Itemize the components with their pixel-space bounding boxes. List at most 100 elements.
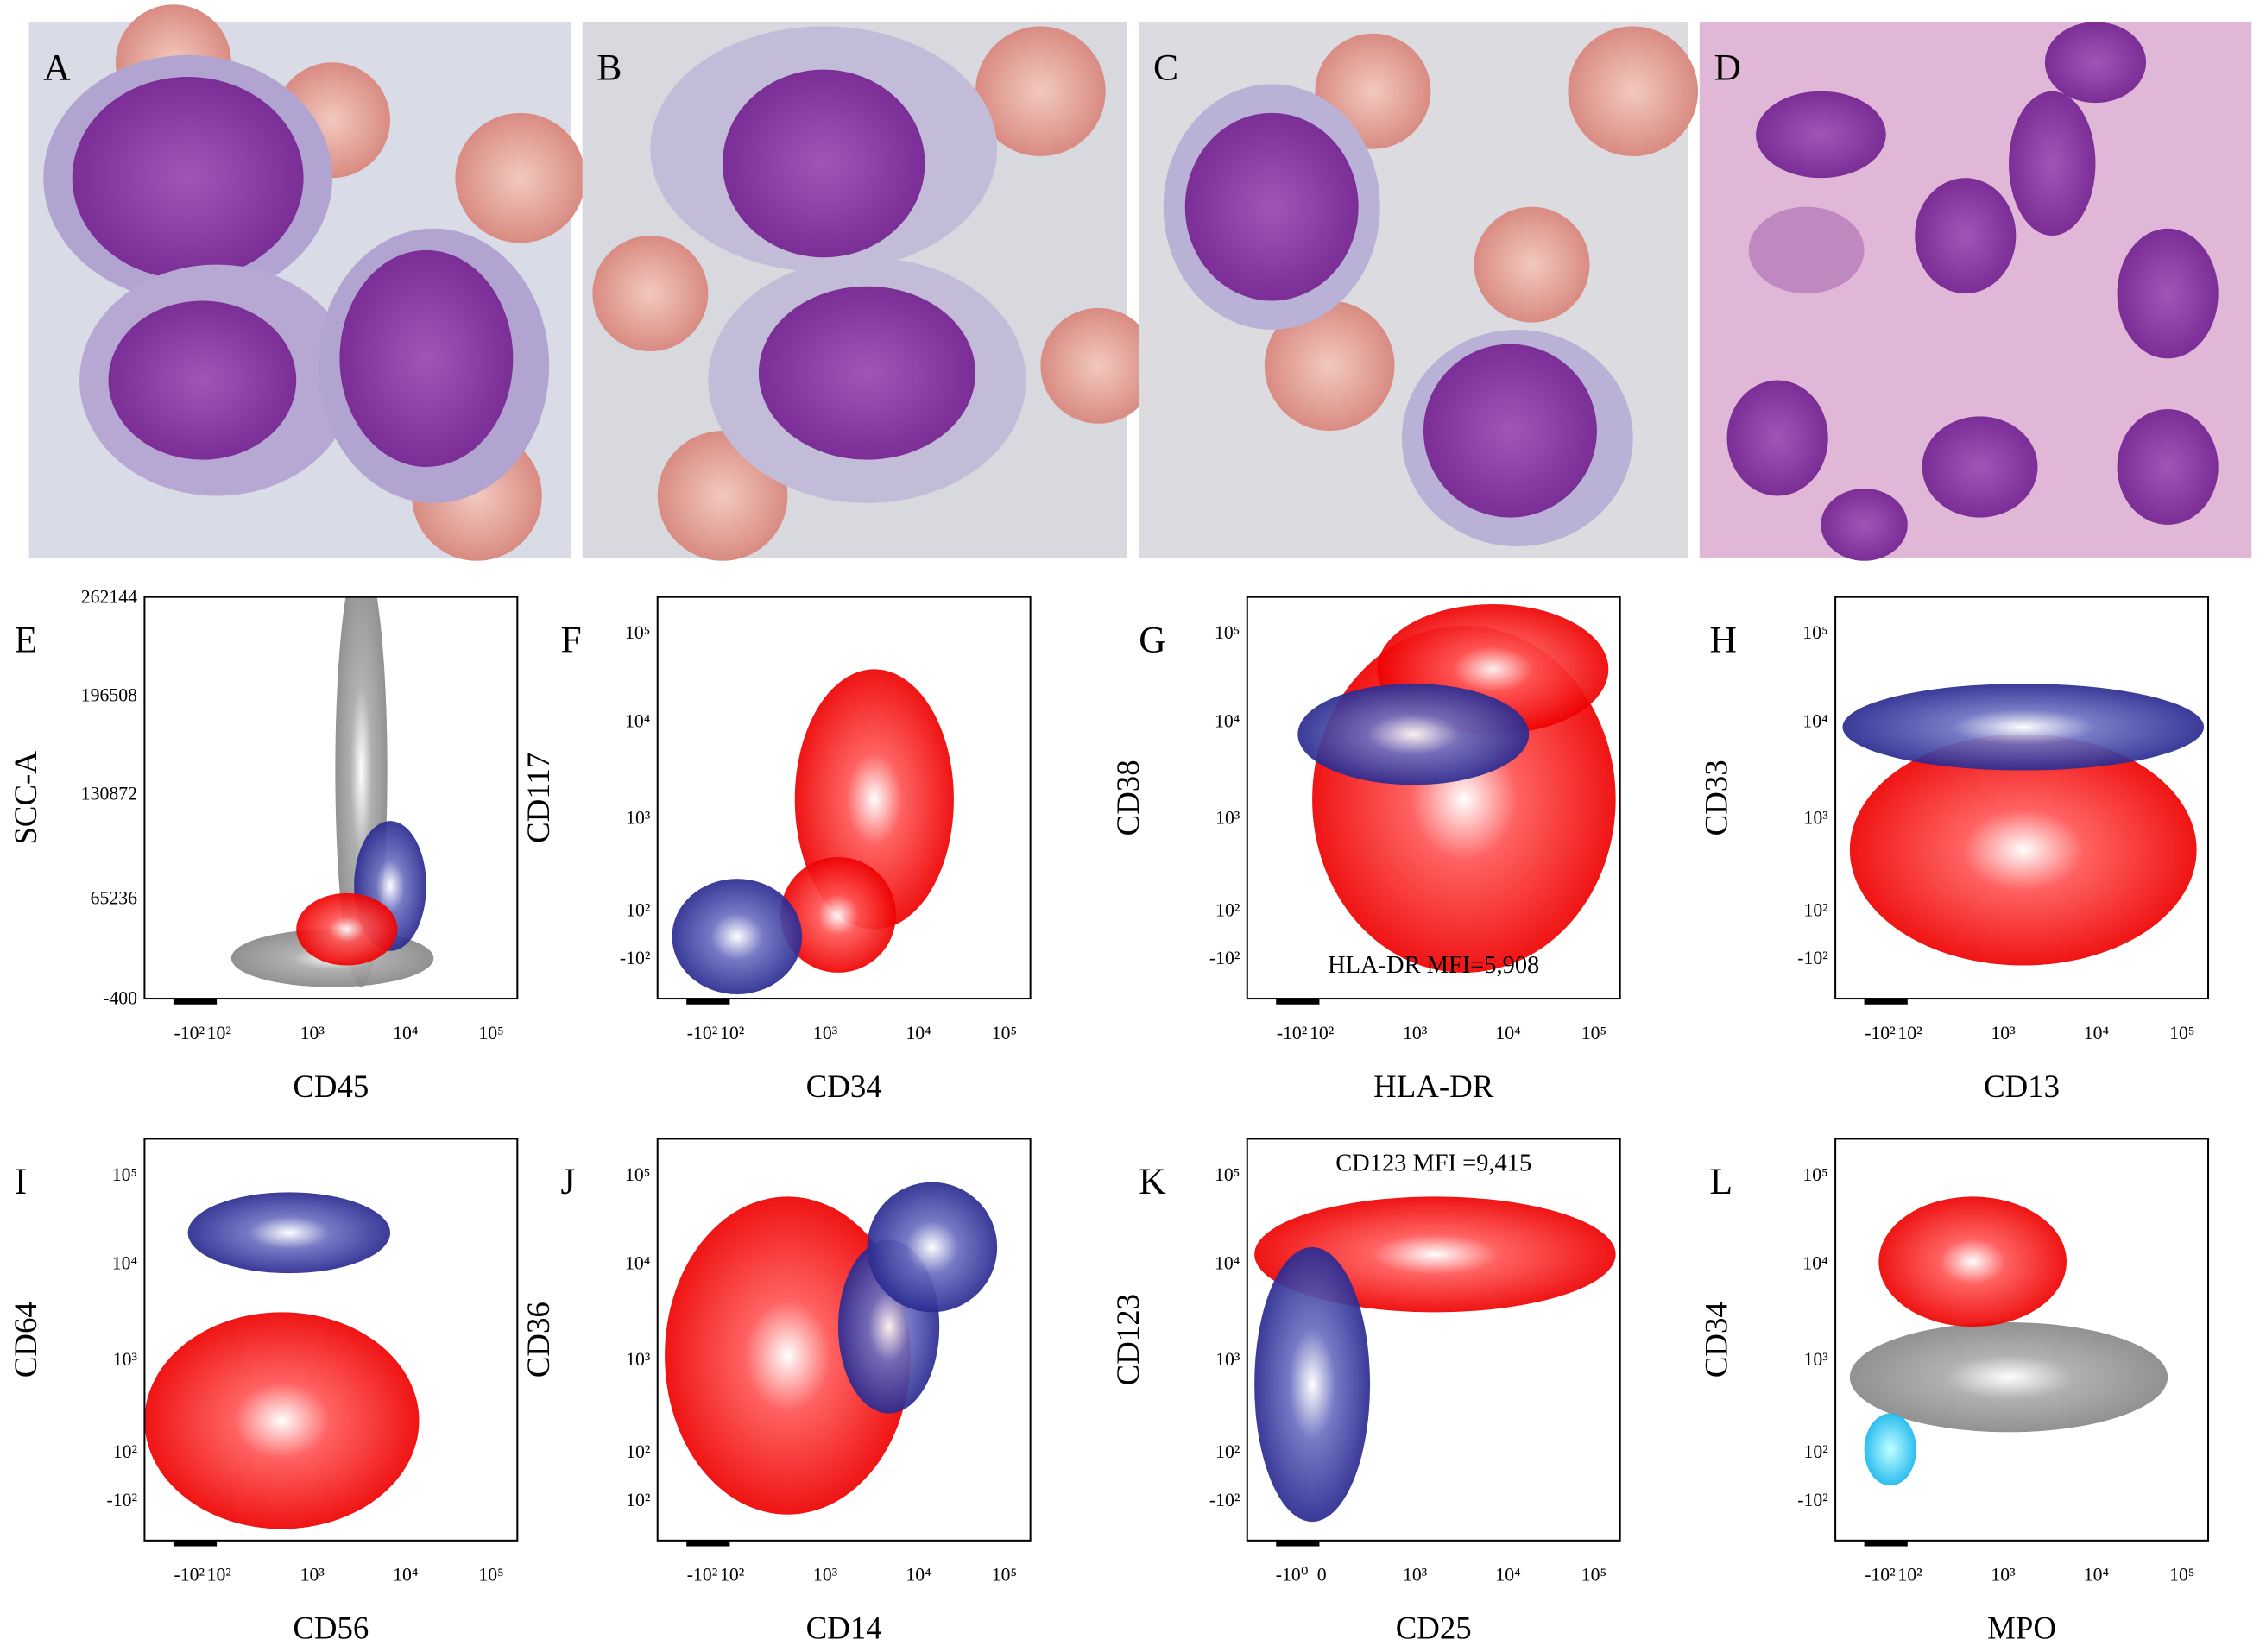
micrograph-a bbox=[28, 4, 586, 561]
panel-letter: B bbox=[596, 47, 622, 88]
x-axis-label: CD14 bbox=[806, 1611, 882, 1646]
x-tick-label: 10³ bbox=[300, 1023, 325, 1044]
y-axis-label: CD64 bbox=[8, 1302, 43, 1378]
y-tick-label: 10³ bbox=[1803, 1349, 1828, 1370]
y-tick-label: 10² bbox=[1215, 899, 1240, 920]
plot-frame bbox=[656, 596, 1032, 1000]
plot-frame bbox=[1834, 596, 2210, 1000]
x-axis-label: CD45 bbox=[293, 1069, 369, 1104]
y-tick-label: -10² bbox=[1209, 1490, 1240, 1510]
y-tick-label: 130872 bbox=[81, 783, 137, 804]
panel-letter: D bbox=[1714, 47, 1740, 88]
x-axis-label: CD25 bbox=[1396, 1611, 1472, 1646]
y-tick-label: 10³ bbox=[1803, 807, 1828, 828]
event-cloud bbox=[1849, 1322, 2168, 1433]
y-tick-label: 10³ bbox=[626, 807, 651, 828]
y-axis-label: CD38 bbox=[1110, 760, 1146, 835]
micrograph-c bbox=[1139, 22, 1699, 558]
y-tick-label: 10⁵ bbox=[1215, 1164, 1240, 1185]
x-tick-label: 10³ bbox=[1403, 1565, 1428, 1586]
event-cloud bbox=[780, 856, 896, 973]
x-tick-label: 10⁴ bbox=[393, 1023, 418, 1044]
x-axis-label: HLA-DR bbox=[1373, 1069, 1494, 1104]
events bbox=[1842, 684, 2205, 966]
x-tick-label: 10² bbox=[207, 1023, 232, 1044]
y-tick-label: 10⁴ bbox=[1802, 1252, 1827, 1273]
x-tick-label: 10⁵ bbox=[2169, 1023, 2194, 1044]
plot-frame bbox=[1246, 1138, 1621, 1542]
y-tick-label: -10² bbox=[620, 948, 651, 968]
events bbox=[1254, 1196, 1616, 1523]
y-tick-label: 196508 bbox=[81, 684, 137, 705]
y-tick-label: 10² bbox=[626, 1441, 651, 1462]
panel-letter: J bbox=[561, 1161, 576, 1202]
plot-frame bbox=[1834, 1138, 2210, 1542]
x-tick-label: 10³ bbox=[813, 1023, 838, 1044]
x-axis-label: CD13 bbox=[1984, 1069, 2060, 1104]
x-tick-label: 10³ bbox=[1991, 1023, 2016, 1044]
y-tick-label: 10² bbox=[1803, 899, 1828, 920]
x-tick-label: 10⁵ bbox=[2169, 1565, 2194, 1586]
y-tick-label: -10² bbox=[1797, 1490, 1828, 1510]
event-cloud bbox=[1849, 734, 2197, 966]
events bbox=[1849, 1196, 2168, 1486]
y-tick-label: 10⁴ bbox=[625, 711, 650, 732]
x-tick-label: -10² bbox=[1865, 1565, 1896, 1586]
event-cloud bbox=[1864, 1413, 1916, 1486]
y-tick-label: 10⁵ bbox=[1215, 622, 1240, 643]
panel-letter: C bbox=[1153, 47, 1178, 88]
annotation: HLA-DR MFI=5,908 bbox=[1328, 952, 1539, 979]
x-tick-label: 10³ bbox=[1991, 1565, 2016, 1586]
y-tick-label: 10⁵ bbox=[625, 622, 650, 643]
axis-marker bbox=[1864, 999, 1908, 1005]
y-tick-label: 10³ bbox=[1215, 1349, 1240, 1370]
y-tick-label: 10³ bbox=[626, 1349, 651, 1370]
axis-marker bbox=[173, 1540, 218, 1547]
y-tick-label: 10⁵ bbox=[625, 1164, 650, 1185]
x-tick-label: -10² bbox=[687, 1023, 718, 1044]
x-tick-label: 10² bbox=[1897, 1565, 1922, 1586]
y-tick-label: 262144 bbox=[81, 586, 137, 607]
y-tick-label: -400 bbox=[103, 988, 137, 1009]
y-tick-label: 65236 bbox=[91, 887, 138, 908]
x-tick-label: -10² bbox=[174, 1565, 205, 1586]
event-cloud bbox=[144, 1312, 420, 1529]
y-tick-label: 10² bbox=[626, 1490, 651, 1510]
event-cloud bbox=[672, 879, 803, 995]
x-tick-label: 10² bbox=[1310, 1023, 1335, 1044]
panel-letter: I bbox=[15, 1161, 28, 1202]
x-tick-label: -10² bbox=[1865, 1023, 1896, 1044]
x-tick-label: 10⁵ bbox=[992, 1565, 1017, 1586]
panel-letter: E bbox=[15, 619, 38, 660]
x-tick-label: 10⁵ bbox=[478, 1565, 503, 1586]
event-cloud bbox=[1254, 1247, 1371, 1523]
event-cloud bbox=[1878, 1196, 2067, 1327]
x-tick-label: 0 bbox=[1317, 1565, 1327, 1586]
y-tick-label: -10² bbox=[1797, 948, 1828, 968]
y-axis-label: CD117 bbox=[521, 753, 556, 843]
x-tick-label: -10⁰ bbox=[1276, 1565, 1309, 1586]
y-axis-label: CD36 bbox=[521, 1302, 556, 1378]
x-tick-label: 10³ bbox=[1403, 1023, 1428, 1044]
axis-marker bbox=[1276, 999, 1320, 1005]
event-cloud bbox=[1842, 684, 2205, 771]
x-tick-label: 10³ bbox=[300, 1565, 325, 1586]
axis-marker bbox=[686, 1540, 730, 1547]
x-tick-label: -10² bbox=[174, 1023, 205, 1044]
plot-frame bbox=[1246, 596, 1621, 1000]
y-tick-label: 10⁴ bbox=[112, 1252, 137, 1273]
x-tick-label: -10² bbox=[687, 1565, 718, 1586]
panel-letter: A bbox=[43, 47, 71, 88]
x-tick-label: 10⁴ bbox=[906, 1023, 931, 1044]
events bbox=[672, 669, 954, 995]
y-tick-label: 10⁴ bbox=[1802, 711, 1827, 732]
y-tick-label: -10² bbox=[107, 1490, 138, 1510]
event-cloud bbox=[296, 892, 398, 966]
x-tick-label: 10² bbox=[1897, 1023, 1922, 1044]
x-axis-label: CD56 bbox=[293, 1611, 369, 1646]
